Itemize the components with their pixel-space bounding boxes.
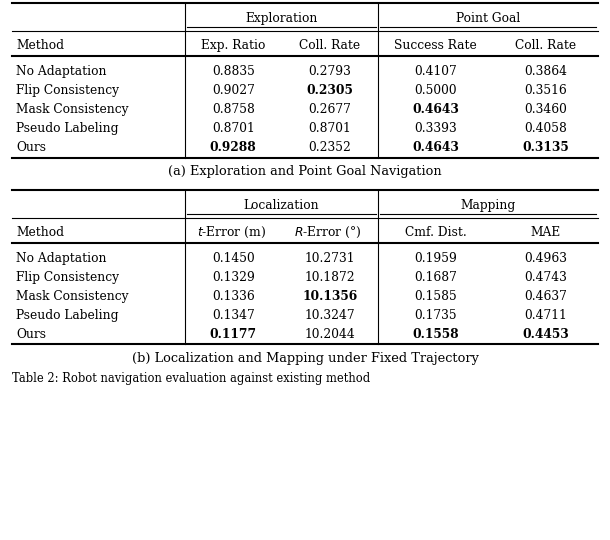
Text: Exp. Ratio: Exp. Ratio [201, 39, 265, 52]
Text: Ours: Ours [16, 141, 46, 154]
Text: Method: Method [16, 39, 64, 52]
Text: Coll. Rate: Coll. Rate [300, 39, 361, 52]
Text: Ours: Ours [16, 328, 46, 341]
Text: 0.1735: 0.1735 [414, 308, 457, 321]
Text: Pseudo Labeling: Pseudo Labeling [16, 122, 118, 135]
Text: 0.2305: 0.2305 [306, 84, 353, 97]
Text: Mask Consistency: Mask Consistency [16, 103, 129, 116]
Text: 0.9027: 0.9027 [212, 84, 254, 97]
Text: 0.4743: 0.4743 [524, 271, 567, 284]
Text: 0.3460: 0.3460 [524, 103, 567, 116]
Text: 0.4643: 0.4643 [412, 103, 459, 116]
Text: Exploration: Exploration [245, 12, 318, 25]
Text: 0.4963: 0.4963 [524, 252, 567, 265]
Text: 10.2731: 10.2731 [304, 252, 355, 265]
Text: 10.2044: 10.2044 [304, 328, 355, 341]
Text: 0.1558: 0.1558 [412, 328, 459, 341]
Text: 10.3247: 10.3247 [304, 308, 355, 321]
Text: 0.4643: 0.4643 [412, 141, 459, 154]
Text: Pseudo Labeling: Pseudo Labeling [16, 308, 118, 321]
Text: 0.4637: 0.4637 [524, 289, 567, 302]
Text: 0.1687: 0.1687 [414, 271, 457, 284]
Text: 0.2677: 0.2677 [309, 103, 351, 116]
Text: $t$-Error (m): $t$-Error (m) [196, 225, 266, 240]
Text: 0.8758: 0.8758 [212, 103, 254, 116]
Text: 0.1177: 0.1177 [210, 328, 257, 341]
Text: 0.2793: 0.2793 [309, 65, 351, 78]
Text: Coll. Rate: Coll. Rate [515, 39, 576, 52]
Text: 0.1329: 0.1329 [212, 271, 254, 284]
Text: No Adaptation: No Adaptation [16, 65, 107, 78]
Text: Method: Method [16, 226, 64, 239]
Text: 0.3135: 0.3135 [522, 141, 569, 154]
Text: 10.1356: 10.1356 [303, 289, 357, 302]
Text: (a) Exploration and Point Goal Navigation: (a) Exploration and Point Goal Navigatio… [168, 165, 442, 178]
Text: 10.1872: 10.1872 [304, 271, 355, 284]
Text: 0.8835: 0.8835 [212, 65, 254, 78]
Text: Flip Consistency: Flip Consistency [16, 271, 119, 284]
Text: 0.1959: 0.1959 [414, 252, 457, 265]
Text: 0.3516: 0.3516 [524, 84, 567, 97]
Text: Success Rate: Success Rate [394, 39, 477, 52]
Text: 0.2352: 0.2352 [309, 141, 351, 154]
Text: Cmf. Dist.: Cmf. Dist. [404, 226, 466, 239]
Text: Mask Consistency: Mask Consistency [16, 289, 129, 302]
Text: 0.3393: 0.3393 [414, 122, 457, 135]
Text: 0.5000: 0.5000 [414, 84, 457, 97]
Text: 0.1336: 0.1336 [212, 289, 254, 302]
Text: Point Goal: Point Goal [456, 12, 520, 25]
Text: Table 2: Robot navigation evaluation against existing method: Table 2: Robot navigation evaluation aga… [12, 372, 370, 385]
Text: 0.1450: 0.1450 [212, 252, 254, 265]
Text: Flip Consistency: Flip Consistency [16, 84, 119, 97]
Text: (b) Localization and Mapping under Fixed Trajectory: (b) Localization and Mapping under Fixed… [132, 352, 478, 365]
Text: Localization: Localization [244, 199, 320, 212]
Text: 0.1347: 0.1347 [212, 308, 254, 321]
Text: 0.3864: 0.3864 [524, 65, 567, 78]
Text: 0.8701: 0.8701 [212, 122, 254, 135]
Text: 0.4453: 0.4453 [522, 328, 569, 341]
Text: 0.1585: 0.1585 [414, 289, 457, 302]
Text: 0.9288: 0.9288 [210, 141, 257, 154]
Text: No Adaptation: No Adaptation [16, 252, 107, 265]
Text: 0.8701: 0.8701 [309, 122, 351, 135]
Text: Mapping: Mapping [461, 199, 515, 212]
Text: MAE: MAE [530, 226, 561, 239]
Text: 0.4107: 0.4107 [414, 65, 457, 78]
Text: 0.4058: 0.4058 [524, 122, 567, 135]
Text: $R$-Error (°): $R$-Error (°) [294, 225, 362, 240]
Text: 0.4711: 0.4711 [524, 308, 567, 321]
